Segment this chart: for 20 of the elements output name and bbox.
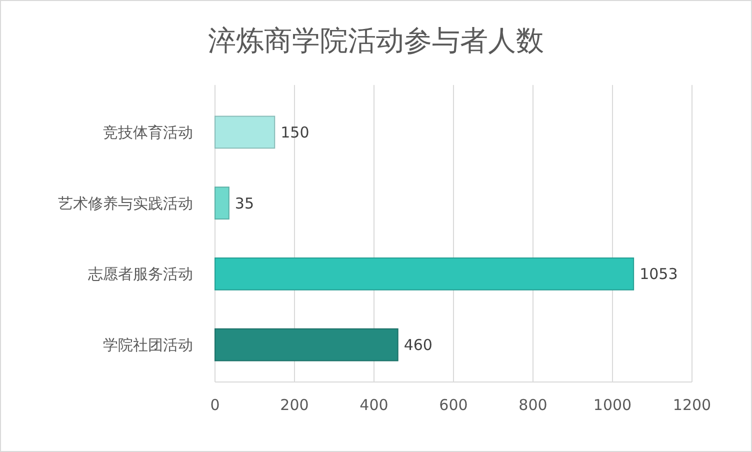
x-tick-label: 0 (210, 396, 220, 414)
bar (214, 186, 230, 220)
bar (214, 257, 634, 290)
x-tick-label: 1200 (672, 396, 712, 414)
data-label: 1053 (640, 265, 678, 284)
data-label: 460 (404, 336, 432, 354)
x-tick-label: 1000 (593, 396, 632, 414)
data-label: 150 (280, 123, 310, 142)
data-label: 35 (234, 194, 254, 212)
x-tick-label: 600 (439, 396, 468, 414)
x-tick-label: 200 (280, 396, 309, 414)
y-tick-label: 竞技体育活动 (103, 123, 193, 142)
bar (214, 116, 276, 149)
y-tick-label: 艺术修养与实践活动 (58, 194, 193, 212)
y-tick-label: 志愿者服务活动 (88, 265, 193, 284)
bar (214, 328, 398, 362)
y-tick-label: 学院社团活动 (103, 336, 193, 354)
x-tick-label: 800 (518, 396, 548, 414)
chart-title: 淬炼商学院活动参与者人数 (208, 24, 544, 57)
x-tick-label: 400 (360, 396, 388, 414)
